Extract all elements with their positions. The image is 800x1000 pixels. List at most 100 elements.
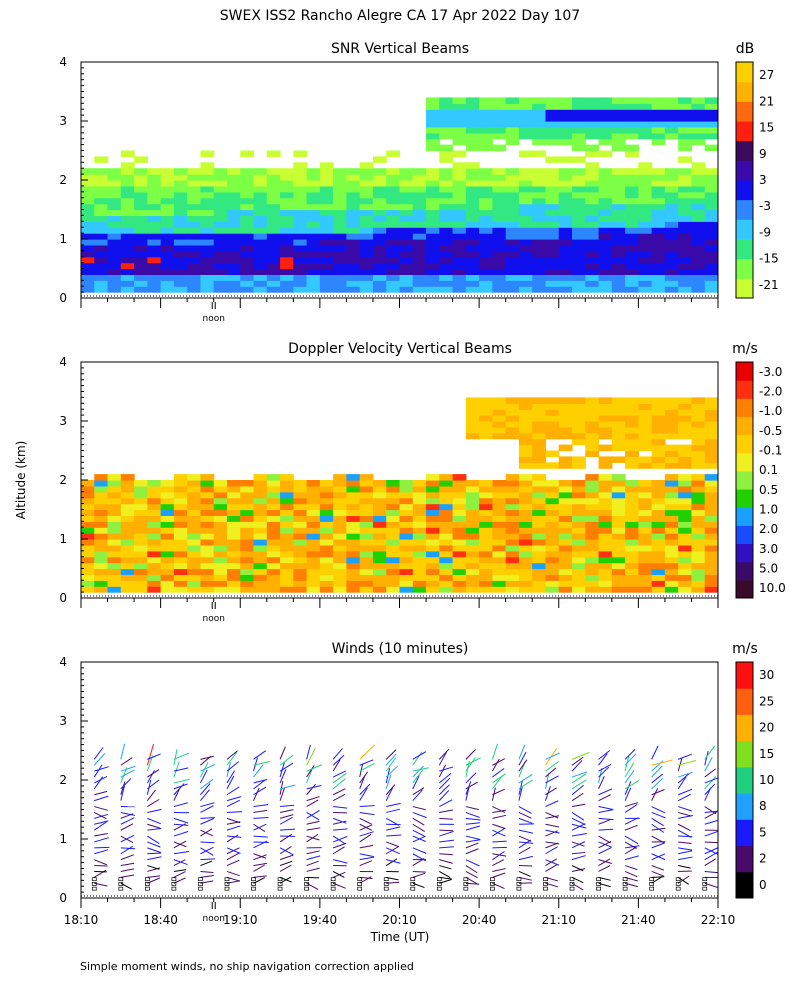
snr-cell [134, 268, 148, 275]
doppler-cell [226, 485, 241, 493]
doppler-cell [572, 432, 586, 440]
wind-barb [624, 769, 635, 784]
calm-wind-marker [543, 877, 548, 882]
wind-barb [598, 841, 612, 848]
snr-cell [532, 185, 547, 193]
snr-cell [638, 197, 653, 205]
doppler-cell [492, 574, 507, 581]
doppler-cell [120, 485, 135, 493]
snr-cell [492, 185, 507, 193]
snr-cell [134, 250, 148, 258]
doppler-cell [452, 544, 467, 552]
calm-wind-marker [490, 882, 495, 886]
doppler-cell [81, 491, 95, 499]
wind-barb [200, 829, 214, 837]
y-tick-label: 1 [59, 232, 67, 246]
doppler-cell [704, 503, 718, 511]
doppler-cell [226, 586, 241, 593]
doppler-cell [704, 421, 718, 428]
wind-barb [492, 829, 506, 837]
snr-cell [479, 262, 493, 270]
doppler-cell [81, 527, 95, 534]
wind-barb [279, 816, 293, 825]
snr-cell [585, 262, 600, 270]
colorbar-label: -0.5 [759, 424, 782, 438]
snr-cell [107, 227, 122, 234]
wind-barb [704, 830, 718, 837]
wind-barb [704, 768, 716, 778]
doppler-cell [558, 550, 573, 558]
snr-cell [280, 221, 294, 228]
snr-cell [479, 250, 493, 258]
wind-barb [571, 792, 584, 802]
doppler-cell [107, 480, 122, 487]
doppler-cell [545, 491, 560, 499]
doppler-cell [598, 580, 613, 587]
snr-cell [664, 121, 679, 128]
snr-cell [120, 168, 135, 175]
wind-barb [359, 762, 375, 772]
doppler-cell [664, 474, 679, 481]
snr-cell [638, 244, 653, 252]
snr-cell [452, 197, 467, 205]
wind-barb [385, 787, 394, 801]
doppler-cell [625, 509, 639, 516]
snr-cell [558, 203, 573, 211]
snr-cell [704, 109, 718, 116]
doppler-cell [399, 527, 414, 534]
doppler-cell [651, 438, 666, 446]
snr-cell [479, 115, 493, 122]
snr-cell [704, 197, 718, 205]
doppler-cell [651, 503, 666, 511]
snr-cell [107, 221, 122, 228]
doppler-cell [293, 544, 308, 552]
snr-cell [160, 209, 175, 216]
doppler-cell [492, 586, 507, 593]
wind-barb [386, 808, 401, 813]
snr-cell [94, 156, 109, 163]
snr-cell [691, 215, 706, 222]
doppler-cell [664, 509, 679, 516]
snr-cell [465, 185, 480, 193]
snr-cell [638, 233, 653, 240]
snr-cell [147, 209, 162, 216]
doppler-cell [134, 503, 148, 511]
doppler-cell [399, 515, 414, 522]
snr-cell [226, 174, 241, 181]
doppler-cell [200, 574, 215, 581]
doppler-cell [598, 562, 613, 570]
snr-cell [585, 168, 600, 175]
snr-cell [160, 280, 175, 287]
snr-cell [386, 191, 401, 199]
snr-cell [465, 221, 480, 228]
doppler-cell [479, 421, 493, 428]
wind-barb [173, 761, 180, 778]
wind-barb [200, 778, 214, 790]
snr-cell [412, 233, 427, 240]
snr-cell [173, 209, 188, 216]
doppler-cell [505, 562, 520, 570]
doppler-cell [558, 509, 573, 516]
snr-cell [638, 262, 653, 270]
wind-barb [94, 776, 108, 784]
doppler-cell [704, 580, 718, 587]
wind-barb [253, 841, 269, 843]
snr-cell [200, 227, 215, 234]
snr-cell [147, 262, 162, 270]
snr-cell [558, 244, 573, 252]
snr-cell [532, 97, 547, 104]
snr-cell [147, 203, 162, 211]
doppler-cell [505, 586, 520, 593]
doppler-cell [107, 533, 122, 540]
doppler-cell [399, 539, 414, 546]
doppler-cell [651, 527, 666, 534]
wind-barb [598, 835, 611, 844]
snr-cell [293, 185, 308, 193]
doppler-cell [200, 580, 215, 587]
wind-barb [492, 768, 505, 778]
doppler-cell [492, 539, 507, 546]
doppler-cell [240, 539, 255, 546]
y-tick-label: 2 [59, 773, 67, 787]
doppler-cell [691, 533, 706, 540]
doppler-cell [333, 527, 348, 534]
